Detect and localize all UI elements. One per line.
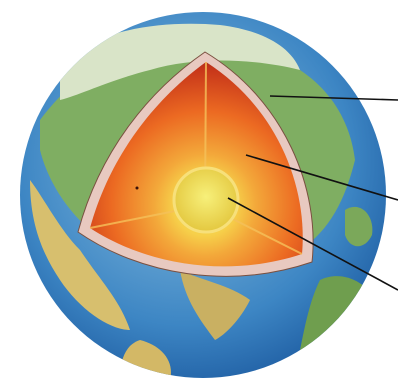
inner-core — [172, 166, 240, 234]
mantle — [90, 62, 303, 267]
dot — [135, 186, 139, 190]
leader-lines — [227, 95, 398, 291]
